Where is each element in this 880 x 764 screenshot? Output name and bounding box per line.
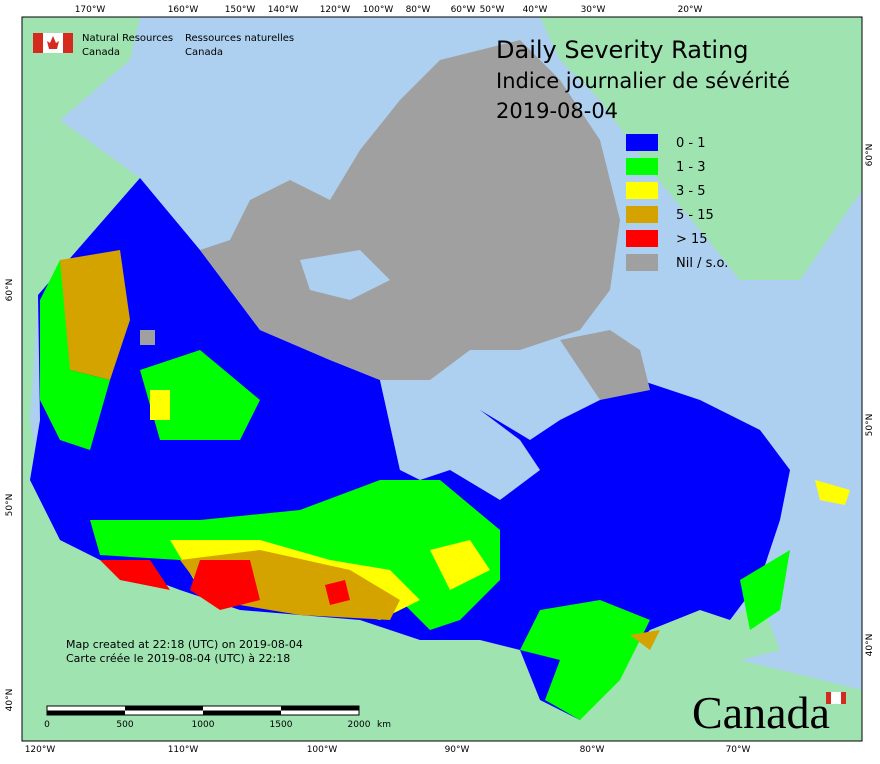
graticule-label: 150°W bbox=[225, 5, 256, 15]
map-title: Daily Severity Rating bbox=[496, 36, 748, 64]
scale-label: 1000 bbox=[192, 720, 215, 730]
agency-name: Canada bbox=[82, 47, 120, 58]
graticule-label: 30°W bbox=[581, 5, 606, 15]
graticule-label: 80°W bbox=[406, 5, 431, 15]
scale-segment bbox=[47, 710, 125, 715]
graticule-label: 40°N bbox=[865, 634, 875, 657]
graticule-label: 40°W bbox=[523, 5, 548, 15]
graticule-label: 60°N bbox=[865, 144, 875, 167]
map-credit: Map created at 22:18 (UTC) on 2019-08-04 bbox=[66, 638, 303, 651]
scale-segment bbox=[281, 706, 359, 711]
graticule-label: 90°W bbox=[445, 745, 470, 755]
map-credit: Carte créée le 2019-08-04 (UTC) à 22:18 bbox=[66, 652, 290, 665]
scale-label: 2000 bbox=[348, 720, 371, 730]
scale-label: 1500 bbox=[270, 720, 293, 730]
graticule-label: 50°N bbox=[5, 494, 15, 517]
wordmark-flag bbox=[826, 692, 846, 704]
legend-label: 3 - 5 bbox=[676, 184, 706, 199]
graticule-label: 50°W bbox=[480, 5, 505, 15]
graticule-label: 80°W bbox=[580, 745, 605, 755]
scale-unit: km bbox=[377, 720, 391, 730]
map-title: 2019-08-04 bbox=[496, 99, 618, 123]
legend-label: 1 - 3 bbox=[676, 160, 706, 175]
legend-swatch bbox=[626, 206, 658, 223]
graticule-label: 50°N bbox=[865, 414, 875, 437]
legend-swatch bbox=[626, 134, 658, 151]
scale-label: 0 bbox=[44, 720, 50, 730]
map-title: Indice journalier de sévérité bbox=[496, 69, 790, 93]
scale-segment bbox=[203, 710, 281, 715]
graticule-label: 110°W bbox=[168, 745, 199, 755]
graticule-label: 160°W bbox=[168, 5, 199, 15]
agency-name: Natural Resources bbox=[82, 33, 173, 44]
legend-swatch bbox=[626, 230, 658, 247]
legend-label: > 15 bbox=[676, 232, 708, 247]
graticule-label: 60°W bbox=[451, 5, 476, 15]
scale-segment bbox=[125, 706, 203, 711]
graticule-label: 70°W bbox=[726, 745, 751, 755]
legend-label: 5 - 15 bbox=[676, 208, 714, 223]
legend-swatch bbox=[626, 182, 658, 199]
legend-label: Nil / s.o. bbox=[676, 256, 728, 271]
frame-border bbox=[21, 16, 863, 742]
flag bbox=[33, 33, 73, 53]
canada-wordmark: Canada bbox=[692, 687, 830, 738]
legend-swatch bbox=[626, 158, 658, 175]
graticule-label: 20°W bbox=[678, 5, 703, 15]
graticule-label: 140°W bbox=[268, 5, 299, 15]
graticule-label: 120°W bbox=[320, 5, 351, 15]
agency-name: Canada bbox=[185, 47, 223, 58]
graticule-label: 100°W bbox=[307, 745, 338, 755]
graticule-label: 40°N bbox=[5, 689, 15, 712]
scale-label: 500 bbox=[116, 720, 133, 730]
graticule-label: 60°N bbox=[5, 279, 15, 302]
graticule-label: 100°W bbox=[363, 5, 394, 15]
legend-swatch bbox=[626, 254, 658, 271]
graticule-label: 170°W bbox=[75, 5, 106, 15]
graticule-label: 120°W bbox=[25, 745, 56, 755]
map-frame bbox=[22, 17, 862, 741]
agency-name: Ressources naturelles bbox=[185, 33, 294, 44]
legend-label: 0 - 1 bbox=[676, 136, 706, 151]
